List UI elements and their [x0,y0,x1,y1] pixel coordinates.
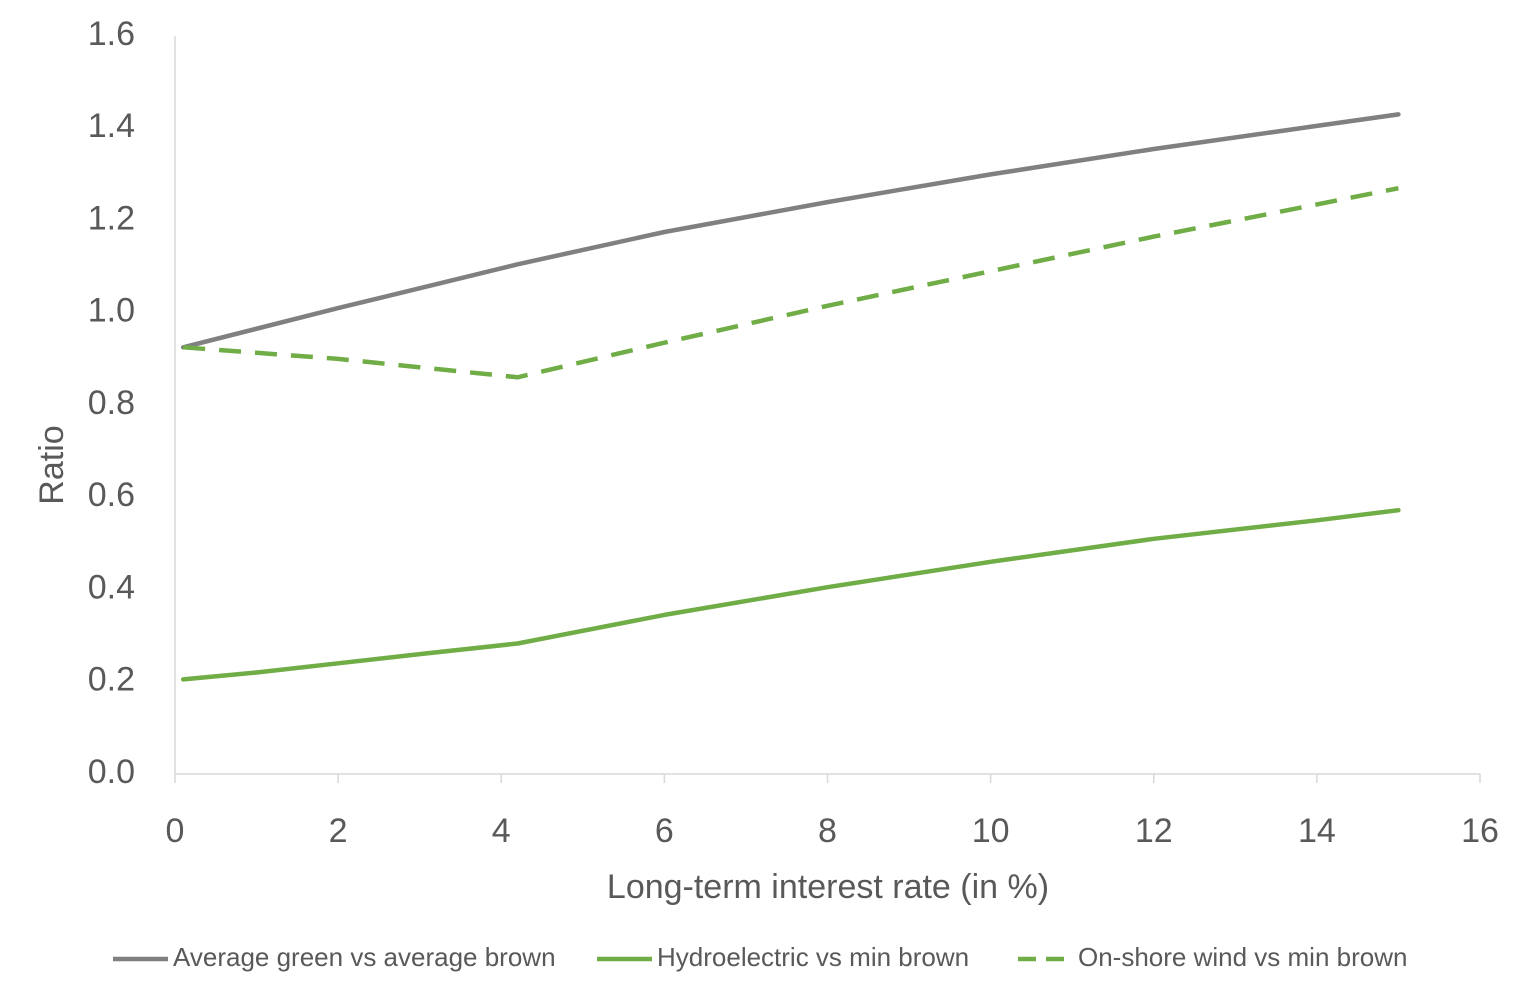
legend-label-1: Average green vs average brown [173,942,556,972]
y-tick-label: 1.4 [88,107,135,145]
y-tick-label: 1.2 [88,199,135,237]
y-tick-label: 1.0 [88,292,135,330]
x-tick-label: 12 [1135,812,1173,850]
x-axis-title: Long-term interest rate (in %) [607,868,1049,906]
axes [174,36,1480,775]
x-tick-marks [174,774,1481,783]
y-tick-label: 0.2 [88,661,135,699]
x-tick-label: 14 [1298,812,1336,850]
legend: Average green vs average brown Hydroelect… [113,942,1407,972]
y-tick-label: 0.0 [88,753,135,791]
y-tick-label: 1.6 [88,15,135,53]
x-tick-label: 4 [492,812,511,850]
series-line-1 [180,112,1401,350]
x-tick-label: 6 [655,812,674,850]
x-tick-label: 16 [1461,812,1499,850]
x-tick-label: 2 [329,812,348,850]
y-tick-labels: 0.0 0.2 0.4 0.6 0.8 1.0 1.2 1.4 1.6 [88,15,135,791]
legend-label-3: On-shore wind vs min brown [1078,942,1407,972]
x-tick-label: 8 [818,812,837,850]
y-axis-title: Ratio [33,425,71,504]
y-tick-label: 0.8 [88,384,135,422]
x-tick-label: 0 [166,812,185,850]
x-tick-labels: 0 2 4 6 8 10 12 14 16 [166,812,1499,850]
x-tick-label: 10 [972,812,1010,850]
series-line-3 [183,185,1399,380]
y-tick-label: 0.4 [88,568,135,606]
y-tick-label: 0.6 [88,476,135,514]
series-line-2 [180,507,1401,682]
legend-label-2: Hydroelectric vs min brown [657,942,969,972]
series-lines [180,112,1401,682]
